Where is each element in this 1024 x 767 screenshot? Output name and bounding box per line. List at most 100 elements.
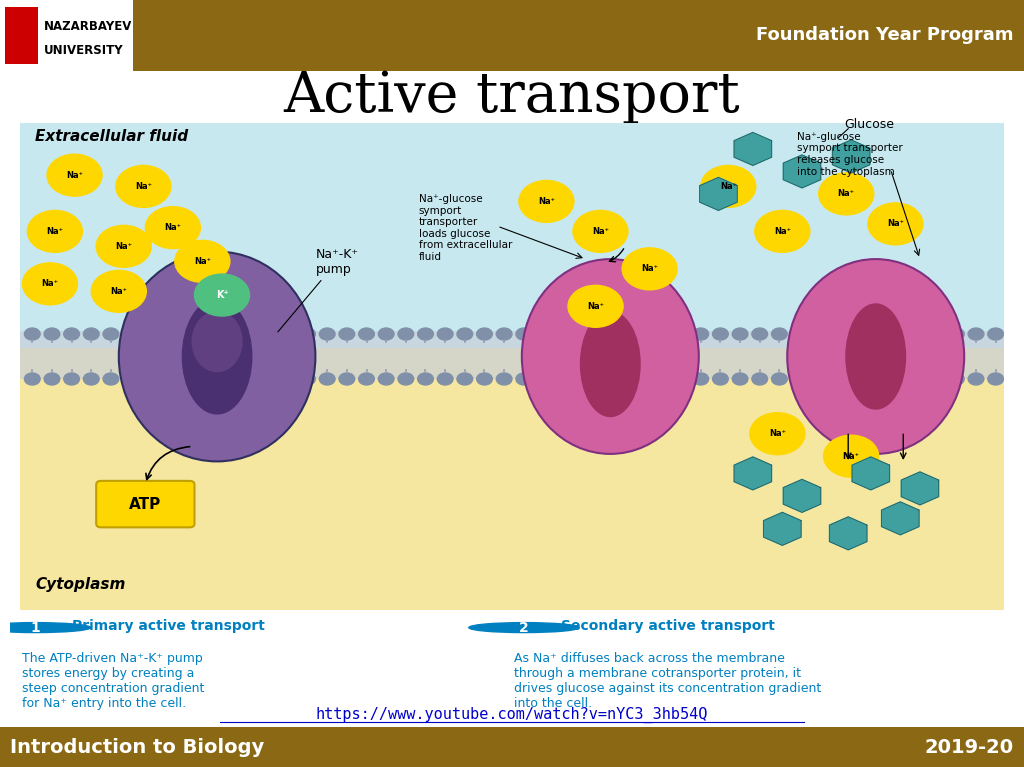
- Circle shape: [300, 373, 315, 385]
- Bar: [0, 0, 133, 71]
- Circle shape: [221, 328, 237, 340]
- Text: Na⁺-glucose
symport transporter
releases glucose
into the cytoplasm: Na⁺-glucose symport transporter releases…: [797, 132, 903, 176]
- Circle shape: [83, 373, 99, 385]
- Circle shape: [398, 373, 414, 385]
- Circle shape: [792, 373, 807, 385]
- Circle shape: [634, 328, 649, 340]
- Text: Primary active transport: Primary active transport: [73, 619, 265, 633]
- Circle shape: [280, 373, 296, 385]
- Text: Na⁺: Na⁺: [774, 227, 791, 236]
- Circle shape: [732, 373, 748, 385]
- Circle shape: [792, 328, 807, 340]
- Circle shape: [497, 373, 512, 385]
- Circle shape: [418, 373, 433, 385]
- Circle shape: [339, 328, 354, 340]
- Circle shape: [437, 328, 453, 340]
- Text: As Na⁺ diffuses back across the membrane
through a membrane cotransporter protei: As Na⁺ diffuses back across the membrane…: [514, 652, 821, 710]
- Polygon shape: [783, 479, 820, 512]
- Circle shape: [142, 328, 158, 340]
- Circle shape: [595, 373, 610, 385]
- Circle shape: [260, 373, 276, 385]
- Text: K⁺: K⁺: [216, 290, 228, 300]
- Circle shape: [574, 328, 591, 340]
- Circle shape: [23, 263, 78, 304]
- Polygon shape: [901, 472, 939, 505]
- Text: The ATP-driven Na⁺-K⁺ pump
stores energy by creating a
steep concentration gradi: The ATP-driven Na⁺-K⁺ pump stores energy…: [23, 652, 205, 710]
- Circle shape: [811, 328, 826, 340]
- Circle shape: [752, 373, 768, 385]
- Circle shape: [339, 373, 354, 385]
- Text: Na⁺: Na⁺: [194, 257, 211, 266]
- Ellipse shape: [522, 259, 698, 454]
- Polygon shape: [852, 457, 890, 490]
- Circle shape: [44, 328, 59, 340]
- Ellipse shape: [787, 259, 965, 454]
- Circle shape: [378, 373, 394, 385]
- Polygon shape: [734, 457, 771, 490]
- Circle shape: [673, 373, 689, 385]
- Circle shape: [968, 373, 984, 385]
- Circle shape: [909, 373, 925, 385]
- Ellipse shape: [181, 298, 253, 415]
- Circle shape: [260, 328, 276, 340]
- Circle shape: [693, 328, 709, 340]
- Text: Na⁺: Na⁺: [164, 223, 181, 232]
- Circle shape: [123, 373, 138, 385]
- Circle shape: [142, 373, 158, 385]
- Circle shape: [595, 328, 610, 340]
- Circle shape: [476, 373, 493, 385]
- Polygon shape: [882, 502, 919, 535]
- Text: Na⁺: Na⁺: [843, 452, 860, 461]
- Circle shape: [653, 373, 670, 385]
- Bar: [20, 123, 1004, 347]
- Circle shape: [968, 328, 984, 340]
- Circle shape: [300, 328, 315, 340]
- Circle shape: [750, 413, 805, 455]
- Bar: [5, 7, 38, 64]
- Bar: [20, 331, 1004, 379]
- Circle shape: [398, 328, 414, 340]
- Text: Na⁺-glucose
symport
transporter
loads glucose
from extracellular
fluid: Na⁺-glucose symport transporter loads gl…: [419, 194, 512, 262]
- Circle shape: [63, 373, 80, 385]
- Circle shape: [693, 373, 709, 385]
- Circle shape: [123, 328, 138, 340]
- Ellipse shape: [191, 311, 243, 372]
- Text: Secondary active transport: Secondary active transport: [561, 619, 775, 633]
- Circle shape: [752, 328, 768, 340]
- Circle shape: [929, 328, 944, 340]
- Circle shape: [280, 328, 296, 340]
- Circle shape: [929, 373, 944, 385]
- Circle shape: [162, 373, 178, 385]
- Text: Glucose: Glucose: [844, 117, 894, 130]
- Bar: [20, 347, 1004, 610]
- Text: Na⁺: Na⁺: [641, 265, 658, 273]
- Circle shape: [469, 623, 580, 633]
- Circle shape: [378, 328, 394, 340]
- Circle shape: [358, 373, 375, 385]
- Circle shape: [221, 373, 237, 385]
- Polygon shape: [833, 140, 869, 173]
- Circle shape: [536, 373, 551, 385]
- Circle shape: [988, 373, 1004, 385]
- Circle shape: [319, 328, 335, 340]
- Circle shape: [44, 373, 59, 385]
- Text: Cytoplasm: Cytoplasm: [35, 577, 126, 592]
- Circle shape: [850, 373, 866, 385]
- Circle shape: [516, 373, 531, 385]
- Circle shape: [623, 248, 677, 290]
- Text: Na⁺: Na⁺: [46, 227, 63, 236]
- Circle shape: [103, 373, 119, 385]
- Text: Na⁺: Na⁺: [587, 301, 604, 311]
- Text: Na⁺: Na⁺: [592, 227, 609, 236]
- Circle shape: [713, 328, 728, 340]
- Circle shape: [25, 328, 40, 340]
- Polygon shape: [783, 155, 820, 188]
- Ellipse shape: [119, 252, 315, 462]
- Circle shape: [732, 328, 748, 340]
- Circle shape: [819, 173, 873, 215]
- Circle shape: [476, 328, 493, 340]
- Circle shape: [418, 328, 433, 340]
- Text: Active transport: Active transport: [284, 69, 740, 124]
- Circle shape: [116, 166, 171, 207]
- Circle shape: [91, 270, 146, 312]
